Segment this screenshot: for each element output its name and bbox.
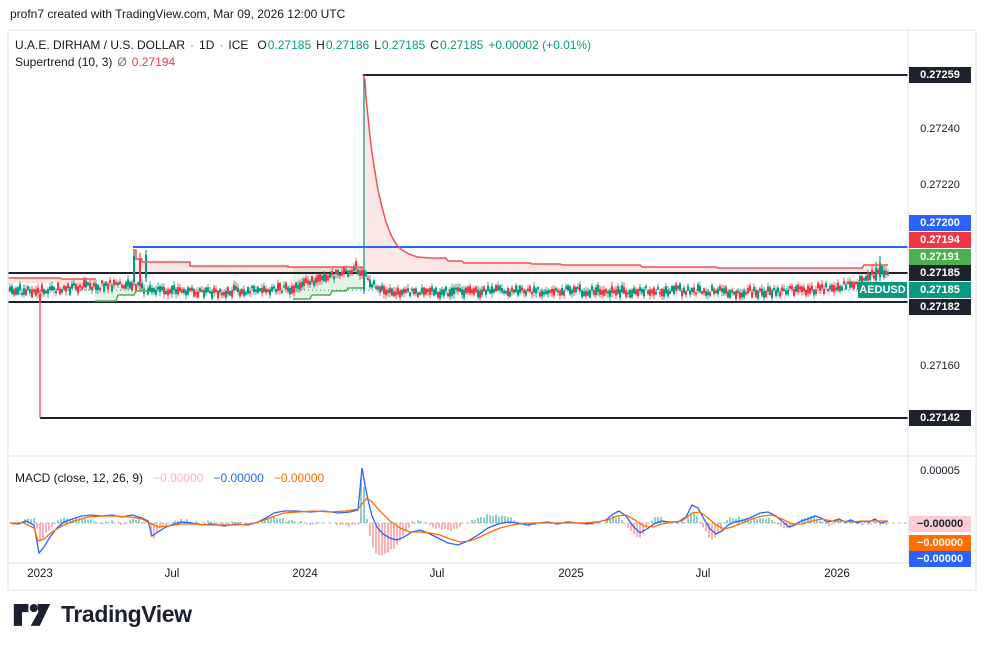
supertrend-name: Supertrend (10, 3): [15, 54, 113, 69]
open-label: O: [257, 37, 267, 52]
macd-line-value: −0.00000: [213, 471, 264, 485]
tradingview-brand-text: TradingView: [61, 600, 192, 627]
chart-legend: U.A.E. DIRHAM / U.S. DOLLAR · 1D · ICE O…: [15, 36, 596, 70]
high-label: H: [316, 37, 325, 52]
time-axis[interactable]: 2023 Jul 2024 Jul 2025 Jul 2026: [0, 566, 908, 588]
macd-legend-row[interactable]: MACD (close, 12, 26, 9) −0.00000 −0.0000…: [15, 471, 334, 485]
time-axis-label: Jul: [429, 568, 445, 580]
close-label: C: [430, 37, 439, 52]
time-axis-label: 2024: [292, 568, 318, 580]
time-axis-label: Jul: [164, 568, 180, 580]
low-value: 0.27185: [381, 37, 426, 52]
attribution-text: profn7 created with TradingView.com, Mar…: [10, 7, 346, 21]
average-symbol: Ø: [117, 54, 127, 69]
interval-label[interactable]: 1D: [199, 37, 215, 52]
macd-signal-value: −0.00000: [273, 471, 325, 485]
time-axis-label: 2025: [558, 568, 584, 580]
supertrend-value: 0.27194: [131, 54, 176, 69]
supertrend-legend-row[interactable]: Supertrend (10, 3) Ø 0.27194: [15, 53, 596, 70]
separator-dot: ·: [219, 37, 224, 52]
open-value: 0.27185: [267, 37, 312, 52]
time-axis-label: 2026: [824, 568, 850, 580]
exchange-label: ICE: [228, 37, 249, 52]
separator-dot: ·: [190, 37, 195, 52]
high-value: 0.27186: [325, 37, 370, 52]
symbol-legend-row[interactable]: U.A.E. DIRHAM / U.S. DOLLAR · 1D · ICE O…: [15, 36, 596, 53]
tradingview-logo-icon: [13, 604, 51, 626]
change-value: +0.00002 (+0.01%): [488, 37, 592, 52]
macd-histogram-value: −0.00000: [153, 471, 204, 485]
close-value: 0.27185: [439, 37, 484, 52]
macd-name: MACD (close, 12, 26, 9): [15, 471, 144, 485]
symbol-title: U.A.E. DIRHAM / U.S. DOLLAR: [15, 37, 186, 52]
tradingview-brand-link[interactable]: TradingView: [12, 600, 192, 628]
low-label: L: [374, 37, 381, 52]
time-axis-label: Jul: [695, 568, 711, 580]
time-axis-label: 2023: [27, 568, 53, 580]
